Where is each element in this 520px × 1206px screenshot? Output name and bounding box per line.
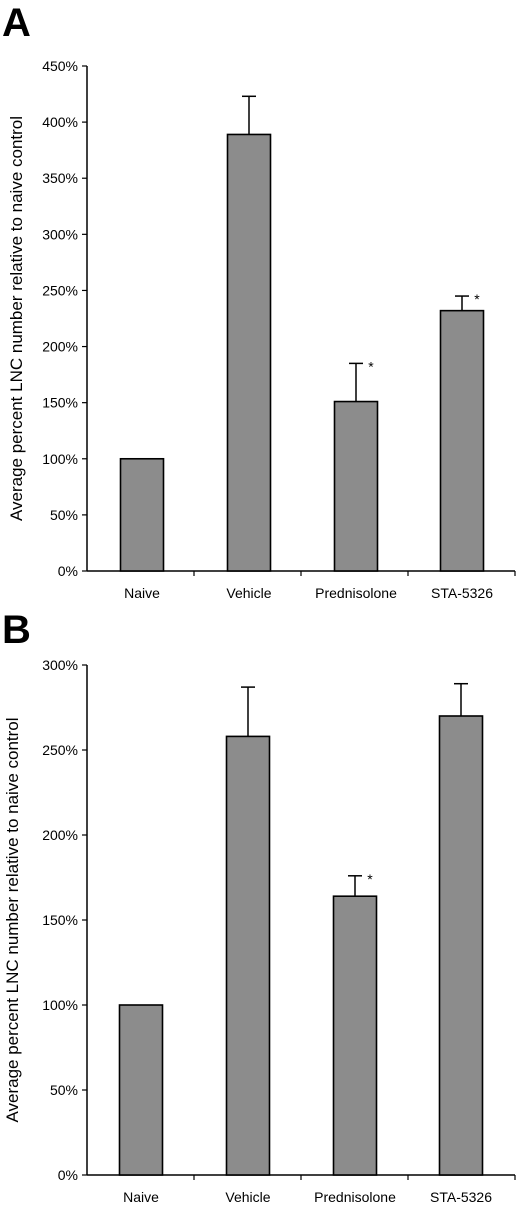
y-tick-label: 0% <box>58 1167 78 1183</box>
x-tick-label: Vehicle <box>226 585 271 601</box>
panel-letter-b: B <box>2 608 31 652</box>
panel-letter-a: A <box>2 1 31 45</box>
bar-naive <box>118 1004 164 1176</box>
bar-naive <box>119 457 165 572</box>
y-tick-label: 150% <box>42 395 78 411</box>
y-tick-label: 250% <box>42 742 78 758</box>
y-tick-label: 50% <box>50 1082 78 1098</box>
x-tick-label: Vehicle <box>225 1189 270 1205</box>
y-tick-label: 200% <box>42 827 78 843</box>
bar-sta-5326 <box>438 715 484 1176</box>
bar-prednisolone <box>332 895 378 1176</box>
y-tick-label: 100% <box>42 451 78 467</box>
y-axis-title: Average percent LNC number relative to n… <box>3 717 22 1122</box>
y-tick-label: 300% <box>42 226 78 242</box>
y-tick-label: 250% <box>42 282 78 298</box>
x-tick-label: STA-5326 <box>431 585 493 601</box>
y-tick-label: 100% <box>42 997 78 1013</box>
x-tick-label: Naive <box>123 1189 159 1205</box>
y-tick-label: 300% <box>42 657 78 673</box>
y-tick-label: 150% <box>42 912 78 928</box>
y-tick-label: 400% <box>42 114 78 130</box>
y-tick-label: 350% <box>42 170 78 186</box>
bar-vehicle <box>225 735 271 1176</box>
y-tick-label: 0% <box>58 563 78 579</box>
y-tick-label: 450% <box>42 58 78 74</box>
y-axis-title: Average percent LNC number relative to n… <box>7 116 26 521</box>
y-tick-label: 50% <box>50 507 78 523</box>
bar-vehicle <box>226 133 272 572</box>
chart-panel-a: A Average percent LNC number relative to … <box>2 1 516 601</box>
chart-panel-b: B Average percent LNC number relative to … <box>2 608 516 1205</box>
significance-mark: * <box>367 871 373 887</box>
bar-prednisolone <box>333 400 379 572</box>
bar-sta-5326 <box>439 309 485 572</box>
x-tick-label: STA-5326 <box>430 1189 492 1205</box>
x-tick-label: Naive <box>124 585 160 601</box>
x-tick-label: Prednisolone <box>314 1189 396 1205</box>
x-tick-label: Prednisolone <box>315 585 397 601</box>
significance-mark: * <box>474 291 480 307</box>
significance-mark: * <box>368 358 374 374</box>
y-tick-label: 200% <box>42 339 78 355</box>
